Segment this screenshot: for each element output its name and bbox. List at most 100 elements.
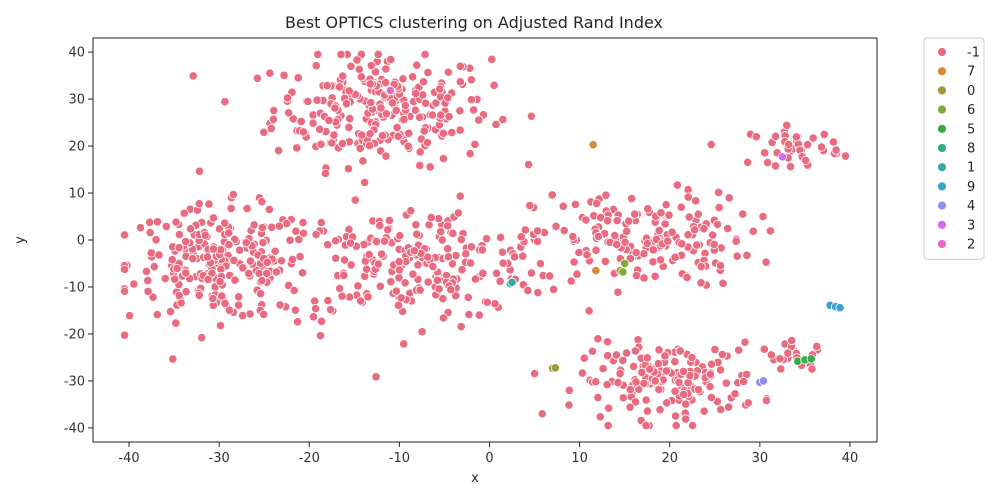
- scatter-point-noise: [558, 201, 568, 211]
- scatter-point-noise: [661, 366, 672, 376]
- scatter-point-noise: [437, 235, 447, 245]
- scatter-point-noise: [226, 203, 236, 214]
- scatter-point-noise: [308, 312, 319, 322]
- scatter-point-noise: [423, 67, 433, 78]
- scatter-point-noise: [667, 227, 677, 237]
- scatter-point-noise: [276, 256, 287, 266]
- scatter-point-noise: [171, 318, 181, 328]
- scatter-point-noise: [228, 189, 238, 200]
- scatter-point-noise: [712, 219, 723, 230]
- scatter-point-noise: [448, 228, 458, 239]
- legend-marker-3: [937, 219, 947, 230]
- scatter-point-noise: [591, 245, 601, 255]
- scatter-point-noise: [604, 403, 614, 413]
- scatter-point-noise: [330, 103, 340, 113]
- scatter-point-noise: [298, 228, 309, 238]
- scatter-point-noise: [334, 82, 345, 92]
- scatter-point-noise: [438, 128, 448, 138]
- scatter-point-cluster-0: [550, 363, 560, 373]
- scatter-point-noise: [154, 250, 164, 260]
- scatter-point-noise: [400, 100, 410, 111]
- scatter-point-noise: [466, 95, 477, 105]
- scatter-point-noise: [200, 230, 210, 240]
- scatter-point-noise: [613, 377, 623, 388]
- scatter-point-noise: [819, 129, 829, 139]
- scatter-point-noise: [530, 368, 540, 379]
- scatter-point-noise: [655, 255, 666, 265]
- scatter-point-noise: [381, 151, 391, 161]
- scatter-point-noise: [791, 132, 801, 142]
- scatter-point-noise: [641, 420, 651, 431]
- scatter-point-noise: [808, 133, 818, 143]
- scatter-point-noise: [381, 109, 391, 119]
- scatter-point-noise: [346, 260, 356, 270]
- scatter-point-noise: [143, 286, 153, 297]
- scatter-point-noise: [233, 300, 244, 310]
- scatter-point-noise: [642, 238, 652, 249]
- scatter-point-noise: [264, 204, 274, 215]
- scatter-point-noise: [316, 316, 327, 326]
- scatter-point-noise: [762, 157, 773, 168]
- scatter-point-noise: [392, 123, 402, 133]
- scatter-point-noise: [770, 131, 781, 141]
- scatter-point-noise: [661, 200, 671, 210]
- scatter-point-noise: [394, 257, 404, 267]
- scatter-point-noise: [489, 80, 499, 90]
- y-tick-label: -20: [64, 327, 85, 342]
- scatter-point-noise: [785, 162, 796, 172]
- legend-label: 1: [967, 161, 975, 176]
- scatter-point-noise: [740, 337, 750, 347]
- scatter-point-noise: [313, 49, 323, 60]
- scatter-point-noise: [710, 344, 720, 355]
- scatter-point-noise: [292, 317, 303, 327]
- scatter-point-noise: [167, 254, 177, 265]
- scatter-point-noise: [310, 303, 321, 314]
- scatter-point-noise: [518, 251, 528, 261]
- scatter-point-noise: [258, 238, 268, 248]
- scatter-point-noise: [217, 291, 227, 301]
- scatter-point-noise: [670, 357, 680, 367]
- legend-label: 7: [967, 65, 975, 80]
- scatter-point-noise: [242, 203, 252, 214]
- scatter-point-noise: [409, 246, 419, 256]
- scatter-point-noise: [425, 162, 435, 172]
- scatter-point-noise: [582, 250, 592, 260]
- scatter-point-noise: [456, 321, 466, 332]
- scatter-point-noise: [238, 263, 248, 273]
- scatter-point-noise: [784, 139, 794, 149]
- scatter-point-noise: [637, 367, 647, 378]
- scatter-point-noise: [129, 279, 139, 289]
- scatter-point-noise: [171, 217, 181, 227]
- scatter-point-noise: [435, 84, 445, 94]
- scatter-point-noise: [470, 274, 481, 284]
- scatter-point-noise: [628, 361, 639, 372]
- scatter-point-noise: [181, 268, 191, 278]
- scatter-point-noise: [761, 395, 771, 406]
- scatter-point-noise: [363, 292, 373, 302]
- scatter-point-noise: [203, 274, 213, 285]
- scatter-point-noise: [715, 365, 726, 375]
- scatter-point-noise: [641, 395, 651, 405]
- scatter-point-noise: [145, 227, 155, 238]
- scatter-point-noise: [312, 95, 322, 105]
- scatter-point-noise: [572, 269, 582, 279]
- scatter-point-noise: [455, 77, 466, 87]
- scatter-point-noise: [364, 140, 375, 151]
- scatter-point-noise: [293, 73, 303, 83]
- scatter-point-noise: [660, 351, 670, 361]
- scatter-point-noise: [344, 122, 354, 133]
- scatter-point-noise: [391, 105, 401, 115]
- scatter-point-noise: [366, 98, 376, 108]
- scatter-point-noise: [670, 252, 680, 262]
- scatter-point-noise: [407, 72, 418, 82]
- scatter-point-noise: [419, 126, 429, 136]
- scatter-point-noise: [642, 406, 653, 416]
- scatter-point-noise: [718, 278, 728, 288]
- legend-label: 5: [967, 122, 975, 137]
- scatter-point-noise: [721, 378, 731, 388]
- scatter-point-noise: [245, 256, 256, 266]
- x-tick-label: -40: [118, 451, 139, 466]
- x-tick-label: 30: [752, 451, 769, 466]
- scatter-point-noise: [151, 235, 161, 245]
- scatter-point-noise: [339, 270, 349, 280]
